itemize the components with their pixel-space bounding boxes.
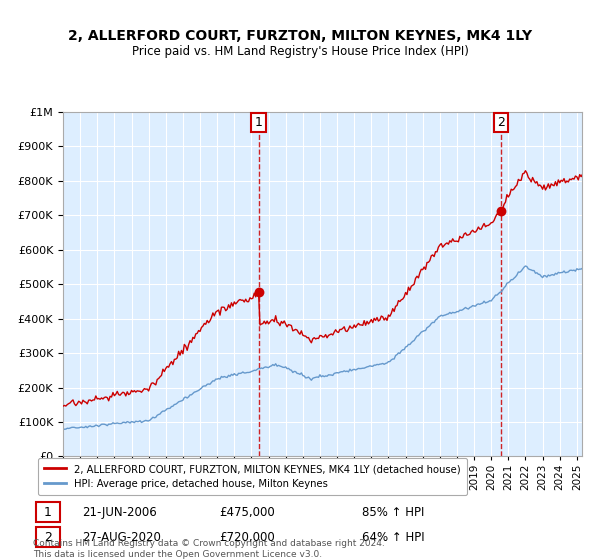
Point: [254, 287, 263, 296]
Text: 64% ↑ HPI: 64% ↑ HPI: [362, 531, 425, 544]
Text: £475,000: £475,000: [220, 506, 275, 519]
Text: 2: 2: [44, 531, 52, 544]
Text: 2: 2: [497, 116, 505, 129]
Point: [496, 207, 506, 216]
Text: £720,000: £720,000: [220, 531, 275, 544]
Legend: 2, ALLERFORD COURT, FURZTON, MILTON KEYNES, MK4 1LY (detached house), HPI: Avera: 2, ALLERFORD COURT, FURZTON, MILTON KEYN…: [38, 458, 467, 495]
Text: 1: 1: [254, 116, 262, 129]
FancyBboxPatch shape: [36, 527, 61, 547]
Text: Price paid vs. HM Land Registry's House Price Index (HPI): Price paid vs. HM Land Registry's House …: [131, 45, 469, 58]
Text: 1: 1: [44, 506, 52, 519]
Text: 2, ALLERFORD COURT, FURZTON, MILTON KEYNES, MK4 1LY: 2, ALLERFORD COURT, FURZTON, MILTON KEYN…: [68, 29, 532, 43]
FancyBboxPatch shape: [36, 502, 61, 522]
Text: Contains HM Land Registry data © Crown copyright and database right 2024.
This d: Contains HM Land Registry data © Crown c…: [33, 539, 385, 559]
Text: 27-AUG-2020: 27-AUG-2020: [82, 531, 161, 544]
Text: 85% ↑ HPI: 85% ↑ HPI: [362, 506, 425, 519]
Text: 21-JUN-2006: 21-JUN-2006: [82, 506, 157, 519]
